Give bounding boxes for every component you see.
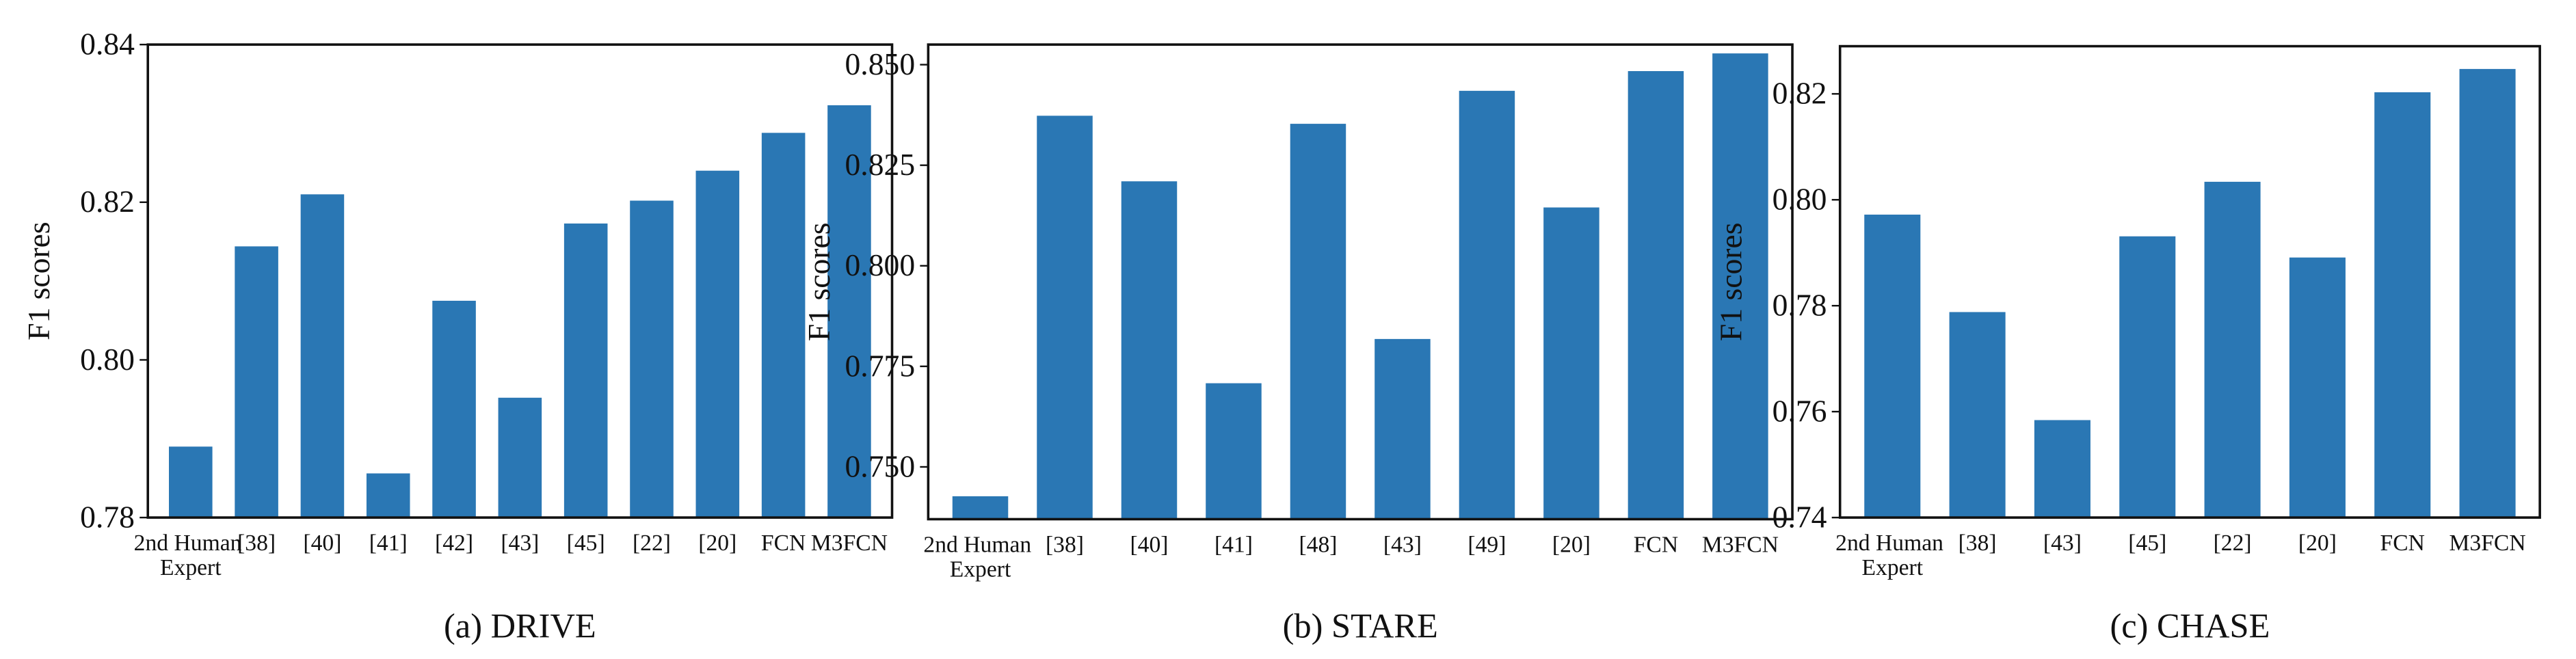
bar — [1543, 207, 1599, 520]
y-tick-label: 0.82 — [80, 184, 135, 219]
x-tick-label: [38] — [1958, 530, 1997, 556]
bar — [300, 194, 345, 518]
y-tick-label: 0.80 — [1772, 182, 1827, 217]
x-tick-label: [43] — [2043, 530, 2082, 556]
x-tick-label: [42] — [435, 530, 473, 556]
x-tick-label: 2nd Human Expert — [134, 530, 248, 580]
y-tick-label: 0.84 — [80, 27, 135, 62]
bar — [2289, 257, 2346, 518]
bar — [169, 446, 213, 518]
bar — [695, 170, 740, 518]
y-axis-label: F1 scores — [21, 221, 56, 340]
x-tick-label: [20] — [2298, 530, 2337, 556]
bar — [2034, 420, 2090, 518]
y-tick-label: 0.80 — [80, 342, 135, 377]
bar — [366, 473, 410, 518]
plot-frame — [1838, 44, 2541, 519]
x-tick-label: FCN — [1634, 533, 1678, 558]
bar — [1864, 214, 1921, 518]
y-tick-label: 0.82 — [1772, 76, 1827, 111]
y-axis-label: F1 scores — [801, 223, 836, 342]
bar — [1121, 181, 1178, 520]
x-tick-label: [49] — [1468, 533, 1506, 558]
x-tick-label: FCN — [761, 530, 806, 556]
x-tick-label: 2nd Human Expert — [923, 533, 1037, 582]
plot-frame — [146, 43, 894, 519]
bar — [432, 300, 476, 518]
y-tick-label: 0.76 — [1772, 394, 1827, 429]
x-tick-label: [41] — [369, 530, 408, 556]
x-tick-label: [48] — [1299, 533, 1337, 558]
y-tick-label: 0.775 — [845, 348, 915, 383]
bar — [630, 200, 674, 518]
y-tick-label: 0.78 — [80, 499, 135, 534]
y-tick-label: 0.800 — [845, 247, 915, 282]
y-tick-label: 0.850 — [845, 46, 915, 81]
bar — [2374, 92, 2431, 518]
x-tick-label: M3FCN — [811, 530, 888, 556]
bar — [1375, 338, 1431, 520]
bar — [1712, 53, 1768, 520]
caption: (b) STARE — [1283, 606, 1438, 645]
bar — [563, 223, 608, 518]
bar — [1459, 90, 1515, 520]
caption: (c) CHASE — [2110, 606, 2270, 645]
bar — [235, 246, 278, 518]
bar — [2119, 236, 2176, 518]
x-tick-label: 2nd Human Expert — [1835, 530, 1949, 580]
bar — [952, 496, 1009, 520]
x-tick-label: [41] — [1214, 533, 1253, 558]
x-tick-label: [20] — [698, 530, 736, 556]
x-tick-label: [40] — [303, 530, 341, 556]
bar — [498, 397, 542, 518]
x-tick-label: FCN — [2380, 530, 2425, 556]
x-tick-label: [20] — [1552, 533, 1591, 558]
x-tick-label: M3FCN — [2449, 530, 2526, 556]
x-tick-label: [43] — [1383, 533, 1422, 558]
y-tick-label: 0.750 — [845, 448, 915, 483]
x-tick-label: M3FCN — [1702, 533, 1779, 558]
y-tick-label: 0.825 — [845, 147, 915, 182]
x-tick-label: [22] — [633, 530, 671, 556]
bar — [1628, 71, 1684, 520]
y-axis-label: F1 scores — [1714, 223, 1749, 342]
bar — [1290, 124, 1346, 520]
bar — [827, 105, 871, 518]
y-tick-label: 0.74 — [1772, 499, 1827, 534]
x-tick-label: [43] — [501, 530, 539, 556]
x-tick-label: [45] — [567, 530, 605, 556]
bar — [1206, 383, 1262, 520]
bar — [761, 133, 806, 518]
caption: (a) DRIVE — [444, 606, 596, 645]
y-tick-label: 0.78 — [1772, 288, 1827, 323]
x-tick-label: [45] — [2128, 530, 2166, 556]
bar — [1949, 312, 2006, 518]
plot-frame — [927, 43, 1794, 521]
x-tick-label: [38] — [1046, 533, 1084, 558]
bar — [2204, 181, 2261, 518]
bar — [1037, 116, 1093, 520]
x-tick-label: [38] — [237, 530, 276, 556]
x-tick-label: [22] — [2214, 530, 2252, 556]
x-tick-label: [40] — [1130, 533, 1168, 558]
bar — [2459, 68, 2516, 518]
